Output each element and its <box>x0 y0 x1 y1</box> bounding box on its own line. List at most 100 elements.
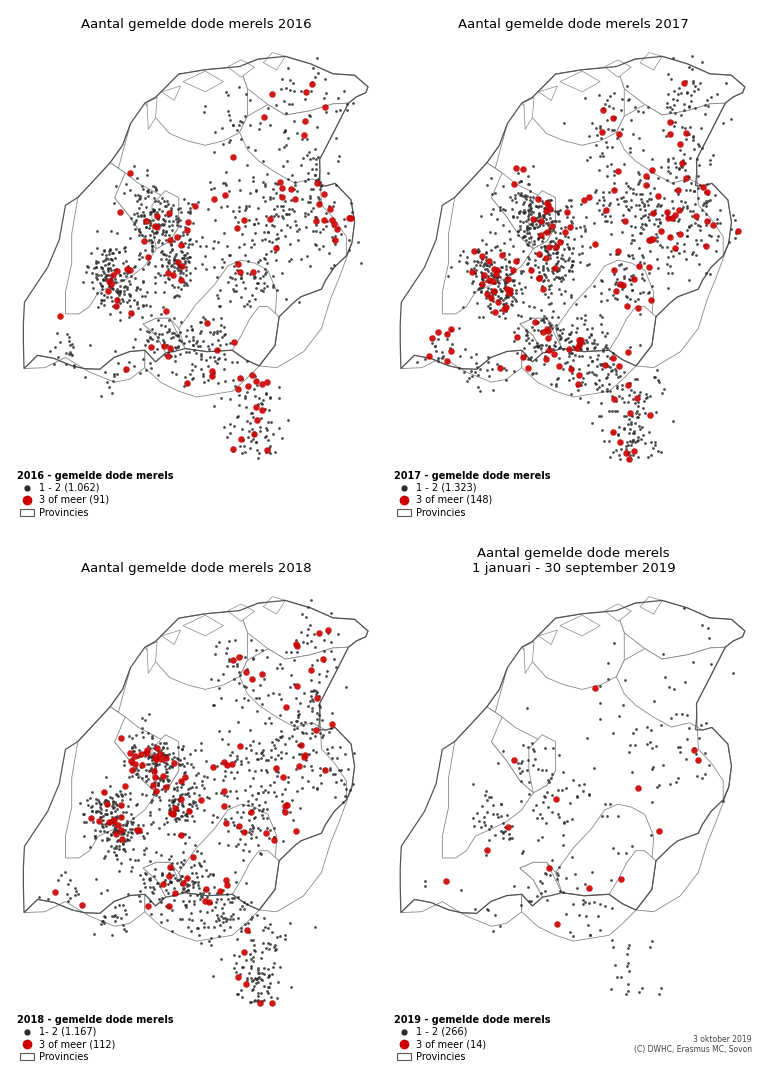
Point <box>466 367 478 384</box>
Point <box>631 370 643 388</box>
Point <box>127 742 139 759</box>
Point <box>261 278 273 295</box>
Point <box>208 144 220 161</box>
Point <box>95 916 107 933</box>
Point <box>551 915 564 932</box>
Point <box>647 204 659 221</box>
Point <box>597 101 609 119</box>
Point <box>668 105 681 122</box>
Point <box>532 229 544 246</box>
Point <box>594 695 606 712</box>
Point <box>99 268 112 285</box>
Point <box>249 970 262 988</box>
Point <box>99 256 112 273</box>
Point <box>172 258 185 276</box>
Polygon shape <box>162 631 180 645</box>
Point <box>248 235 260 253</box>
Point <box>265 243 277 260</box>
Point <box>251 992 263 1010</box>
Point <box>665 192 678 209</box>
Point <box>183 232 196 249</box>
Point <box>513 274 525 292</box>
Point <box>186 331 199 348</box>
Point <box>602 120 614 137</box>
Point <box>700 197 712 215</box>
Point <box>63 328 75 345</box>
Point <box>136 757 149 774</box>
Point <box>144 297 156 315</box>
Point <box>247 408 259 426</box>
Point <box>189 742 201 759</box>
Point <box>343 209 356 227</box>
Point <box>711 215 724 232</box>
Point <box>243 804 255 821</box>
Polygon shape <box>152 735 179 793</box>
Point <box>216 665 229 683</box>
Point <box>495 289 507 306</box>
Text: 2018 - gemelde dode merels: 2018 - gemelde dode merels <box>17 1015 173 1025</box>
Point <box>699 764 711 782</box>
Point <box>179 896 192 914</box>
Point <box>596 355 608 372</box>
Point <box>306 160 319 178</box>
Point <box>578 316 590 333</box>
Point <box>483 788 495 806</box>
Point <box>610 273 622 291</box>
Point <box>238 901 250 918</box>
Point <box>198 802 210 819</box>
Point <box>303 206 315 223</box>
Point <box>247 980 259 998</box>
Point <box>246 972 258 990</box>
Point <box>132 816 145 833</box>
Point <box>553 858 565 876</box>
Point <box>469 900 481 917</box>
Point <box>310 150 322 168</box>
Point <box>594 394 607 412</box>
Point <box>610 365 622 382</box>
Point <box>259 761 272 779</box>
Point <box>655 717 668 734</box>
Point <box>160 746 172 763</box>
Point <box>270 240 283 257</box>
Point <box>517 228 530 245</box>
Point <box>470 805 483 822</box>
Point <box>149 179 161 196</box>
Point <box>219 815 232 832</box>
Point <box>236 370 248 388</box>
Point <box>264 916 276 933</box>
Point <box>173 269 186 286</box>
Point <box>339 786 351 804</box>
Point <box>136 286 149 304</box>
Point <box>108 194 120 211</box>
Point <box>552 237 564 255</box>
Point <box>631 431 644 449</box>
Point <box>620 259 632 277</box>
Point <box>246 172 259 189</box>
Point <box>701 90 713 108</box>
Point <box>107 817 119 834</box>
Point <box>322 164 334 182</box>
Point <box>620 197 632 215</box>
Point <box>236 756 248 773</box>
Point <box>477 265 489 282</box>
Point <box>126 820 138 837</box>
Point <box>172 339 184 356</box>
Point <box>594 147 606 164</box>
Point <box>164 873 176 891</box>
Point <box>272 731 284 748</box>
Point <box>508 276 521 293</box>
Point <box>277 197 290 215</box>
Point <box>274 197 286 215</box>
Point <box>144 212 156 230</box>
Point <box>261 421 273 439</box>
Point <box>273 656 286 673</box>
Point <box>474 276 487 293</box>
Point <box>574 334 586 352</box>
Point <box>531 219 543 236</box>
Point <box>688 182 700 199</box>
Point <box>604 87 617 105</box>
Point <box>630 185 642 203</box>
Point <box>250 442 263 460</box>
Point <box>619 986 631 1003</box>
Point <box>557 827 569 844</box>
